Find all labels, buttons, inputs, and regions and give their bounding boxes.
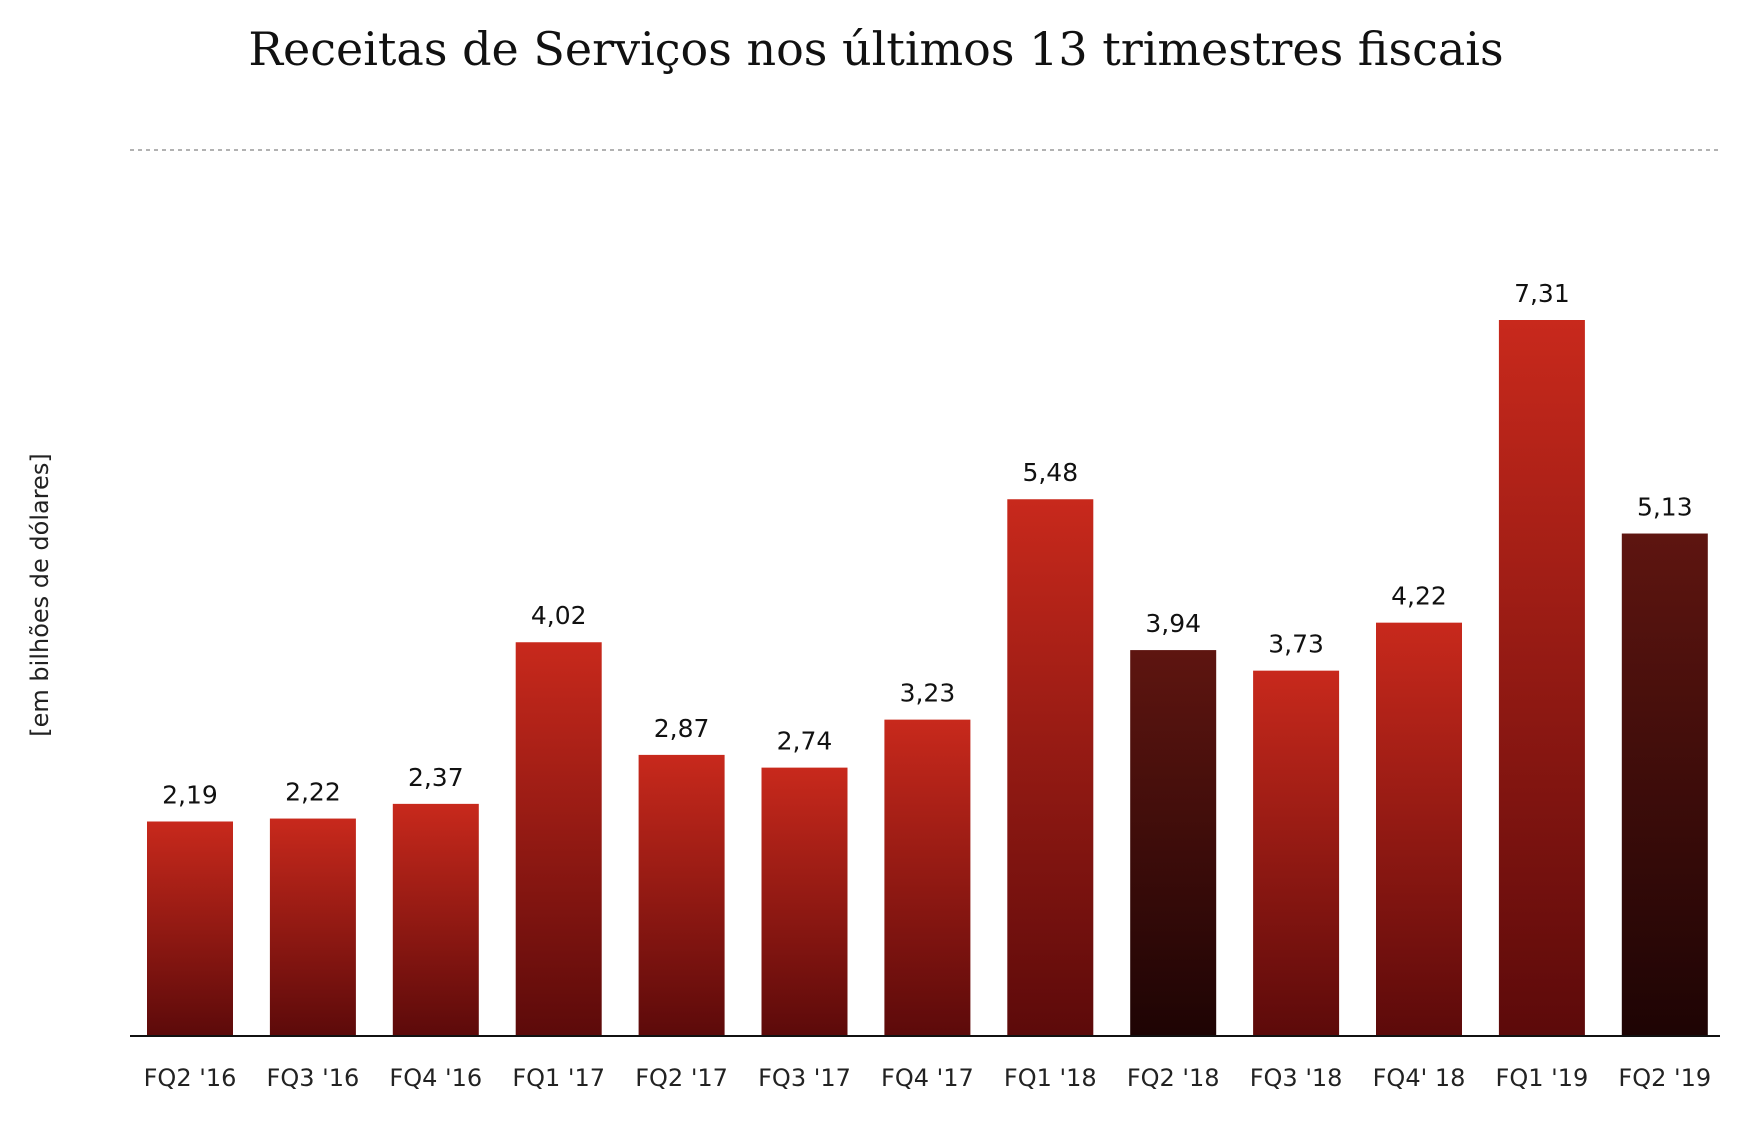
x-tick-label: FQ3 '16: [267, 1064, 360, 1092]
bar: [392, 803, 479, 1036]
bar-value-label: 2,87: [654, 714, 710, 743]
x-tick-label: FQ2 '16: [144, 1064, 237, 1092]
bar-value-label: 2,74: [777, 727, 833, 756]
bar-value-label: 3,23: [900, 679, 956, 708]
bar: [515, 642, 602, 1036]
bar-value-label: 2,22: [285, 778, 341, 807]
x-tick-label: FQ2 '17: [635, 1064, 728, 1092]
bar: [638, 754, 725, 1036]
bar: [269, 818, 356, 1036]
bar-value-label: 5,48: [1022, 458, 1078, 487]
bar-value-label: 7,31: [1514, 279, 1570, 308]
chart-title: Receitas de Serviços nos últimos 13 trim…: [248, 22, 1504, 76]
bar: [1376, 622, 1462, 1036]
bar: [761, 767, 848, 1036]
x-tick-label: FQ4' 18: [1373, 1064, 1466, 1092]
x-tick-label: FQ3 '17: [758, 1064, 851, 1092]
bar-value-label: 4,22: [1391, 582, 1447, 611]
bar: [1253, 670, 1340, 1036]
bar-value-label: 5,13: [1637, 493, 1693, 522]
x-tick-label: FQ4 '16: [389, 1064, 482, 1092]
bar: [1621, 533, 1708, 1036]
bar-value-label: 2,37: [408, 763, 464, 792]
bar: [884, 719, 971, 1036]
bar-value-label: 3,94: [1145, 609, 1201, 638]
x-tick-label: FQ2 '19: [1618, 1064, 1711, 1092]
x-tick-label: FQ2 '18: [1127, 1064, 1220, 1092]
bar-value-label: 3,73: [1268, 630, 1324, 659]
x-tick-label: FQ1 '19: [1496, 1064, 1589, 1092]
bar: [147, 821, 233, 1036]
x-tick-label: FQ4 '17: [881, 1064, 974, 1092]
bar: [1130, 650, 1217, 1036]
x-tick-label: FQ1 '18: [1004, 1064, 1097, 1092]
bar: [1498, 320, 1585, 1036]
bar: [1007, 499, 1094, 1036]
x-tick-label: FQ1 '17: [512, 1064, 605, 1092]
bar-value-label: 4,02: [531, 601, 587, 630]
x-tick-label: FQ3 '18: [1250, 1064, 1343, 1092]
bar-value-label: 2,19: [162, 780, 218, 809]
